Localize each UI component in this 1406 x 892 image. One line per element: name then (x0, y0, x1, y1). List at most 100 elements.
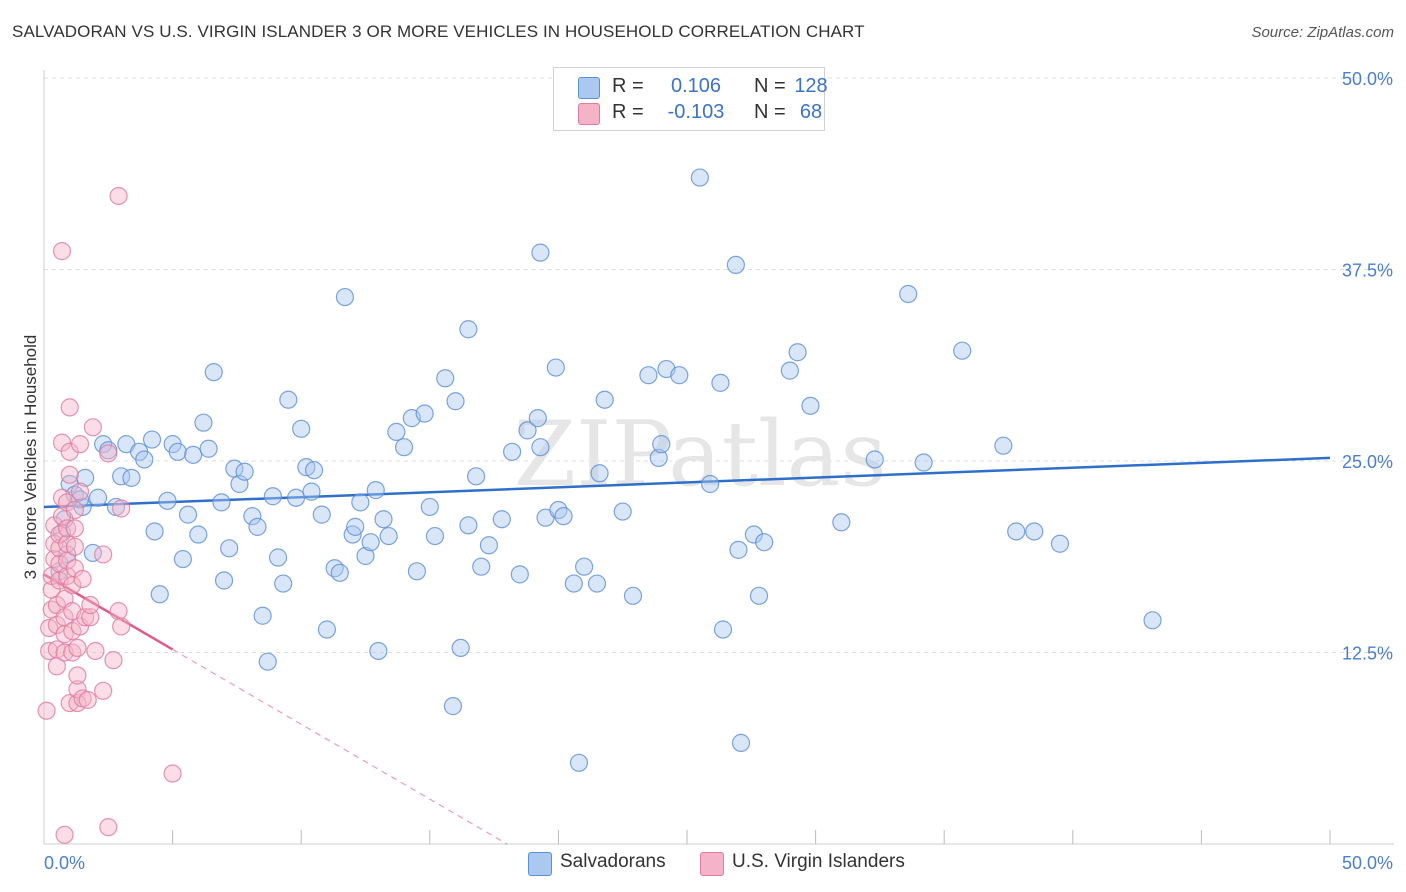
legend-swatch-blue (578, 77, 600, 99)
salvadoran-point (1050, 534, 1070, 553)
salvadoran-point (420, 497, 439, 517)
salvadoran-point (394, 438, 414, 457)
legend-n-label: N = (754, 75, 786, 97)
salvadoran-point (670, 366, 689, 385)
salvadoran-point (356, 546, 375, 566)
virgin-islander-point (55, 825, 74, 844)
salvadoran-point (122, 468, 141, 487)
salvadoran-point (194, 413, 213, 432)
virgin-islander-point (81, 595, 100, 615)
virgin-islander-point (37, 701, 56, 720)
salvadoran-point (590, 464, 609, 483)
salvadoran-point (832, 513, 851, 532)
virgin-islander-point (94, 545, 113, 564)
salvadoran-point (212, 493, 231, 512)
virgin-islander-point (73, 569, 92, 589)
legend-n-value: 128 (794, 75, 828, 97)
salvadoran-point (613, 502, 632, 521)
salvadoran-point (168, 442, 187, 461)
salvadoran-point (60, 474, 79, 494)
y-axis-label: 3 or more Vehicles in Household (21, 335, 40, 580)
virgin-islander-point (60, 442, 79, 461)
salvadoran-point (312, 505, 331, 524)
virgin-islander-point (109, 186, 128, 206)
stats-legend: R = 0.106 N = 128 R = -0.103 N = 68 (553, 67, 828, 131)
salvadoran-point (178, 505, 198, 524)
trend-layer (43, 456, 1331, 845)
salvadoran-point (88, 488, 108, 507)
x-tick-label: 50.0% (1342, 853, 1393, 873)
salvadoran-point (652, 435, 671, 454)
salvadoran-point (292, 419, 311, 438)
salvadoran-point (369, 641, 388, 661)
salvadoran-trend-line (43, 456, 1331, 509)
virgin-islander-point (58, 519, 77, 538)
salvadoran-point (531, 243, 550, 262)
legend-swatch-blue (528, 852, 552, 876)
salvadoran-point (184, 445, 203, 464)
source-label: Source: ZipAtlas.com (1251, 24, 1394, 41)
salvadoran-point (199, 439, 218, 458)
salvadoran-point (150, 585, 169, 604)
salvadoran-point (351, 493, 370, 512)
y-tick-label: 12.5% (1342, 644, 1393, 664)
legend-r-value: 0.106 (670, 75, 722, 97)
salvadoran-point (780, 361, 799, 380)
salvadoran-point (801, 396, 820, 415)
virgin-islander-point (65, 537, 84, 556)
salvadoran-point (749, 586, 769, 605)
tick-layer: 12.5% 25.0% 37.5% 50.0% 0.0% 50.0% (44, 69, 1393, 873)
salvadoran-point (575, 557, 594, 576)
virgin-islander-point (163, 764, 182, 783)
salvadoran-point (788, 343, 807, 362)
salvadoran-point (731, 733, 751, 752)
salvadoran-point (415, 404, 434, 423)
salvadoran-point (374, 510, 393, 529)
virgin-islander-point (86, 641, 105, 661)
series-label-virgin-islanders: U.S. Virgin Islanders (732, 851, 905, 872)
virgin-islander-point (52, 242, 72, 261)
salvadoran-point (690, 168, 709, 187)
salvadoran-point (135, 450, 154, 469)
salvadoran-point (425, 526, 445, 546)
virgin-islander-point (65, 519, 84, 538)
virgin-islander-point (40, 641, 59, 661)
salvadoran-point (235, 462, 254, 481)
virgin-islander-trend-extension (172, 648, 508, 845)
salvadoran-point (361, 533, 380, 552)
salvadoran-point (729, 540, 748, 559)
salvadoran-point (744, 525, 763, 544)
salvadoran-point (253, 606, 272, 625)
virgin-islander-point (70, 617, 90, 636)
salvadoran-point (459, 320, 478, 339)
y-tick-label: 37.5% (1342, 261, 1393, 281)
salvadoran-point (713, 620, 733, 639)
salvadoran-point (451, 638, 470, 658)
legend-swatch-pink (578, 103, 600, 125)
virgin-islander-point (58, 493, 77, 512)
salvadoran-point (243, 507, 262, 526)
virgin-islander-point (60, 398, 79, 417)
salvadoran-point (335, 287, 355, 307)
salvadoran-point (1025, 522, 1044, 541)
salvadoran-point (317, 620, 337, 639)
salvadoran-point (304, 461, 324, 480)
virgin-islander-point (70, 435, 90, 454)
legend-r-value: -0.103 (667, 101, 725, 123)
virgin-islander-point (104, 651, 123, 670)
salvadoran-point (569, 753, 589, 772)
zipatlas-watermark: ZIPatlas (513, 402, 886, 507)
virgin-islander-point (83, 418, 102, 437)
salvadoran-point (865, 450, 884, 469)
salvadoran-point (1143, 611, 1162, 630)
virgin-islander-point (70, 482, 90, 501)
salvadoran-point (204, 363, 223, 382)
salvadoran-point (446, 392, 465, 411)
salvadoran-point (158, 491, 177, 510)
legend-r-label: R = (612, 101, 644, 123)
salvadoran-point (214, 571, 234, 590)
salvadoran-point (330, 563, 349, 582)
legend-r-label: R = (612, 75, 644, 97)
virgin-islander-point (68, 666, 87, 685)
